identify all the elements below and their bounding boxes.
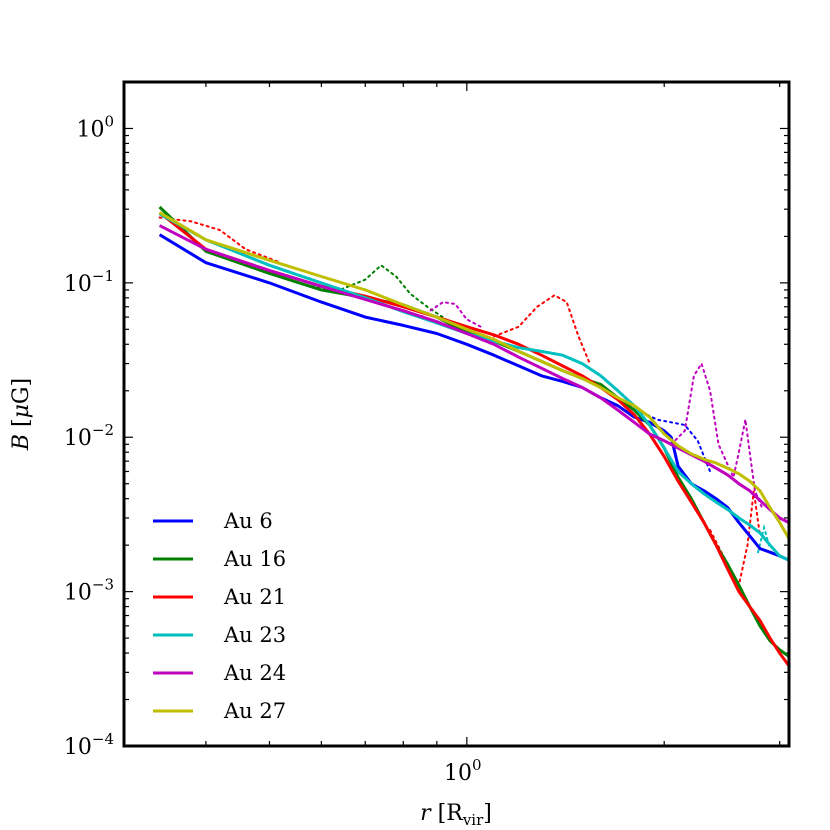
series-line	[158, 233, 789, 562]
legend-label: Au 21	[223, 585, 286, 609]
series-line	[158, 211, 789, 667]
legend-label: Au 6	[223, 509, 273, 533]
legend-label: Au 23	[223, 623, 286, 647]
dotted-series-line	[641, 411, 712, 473]
y-tick-label: 100	[76, 112, 114, 142]
legend-label: Au 27	[223, 699, 286, 723]
series-line	[158, 211, 789, 540]
dotted-series-line	[757, 523, 771, 554]
series-layer	[158, 205, 789, 667]
legend-label: Au 24	[223, 661, 286, 685]
y-axis-label: B [μG]	[9, 378, 34, 451]
y-tick-label: 10−3	[64, 576, 114, 606]
legend: Au 6 Au 16 Au 21 Au 23 Au 24 Au 27	[153, 509, 286, 723]
dotted-series-line	[158, 216, 591, 365]
plot-background	[124, 82, 789, 746]
axis-labels: r [Rvir] B [μG]	[9, 378, 492, 829]
dotted-series-line	[419, 301, 763, 509]
y-tick-label: 10−4	[64, 730, 114, 760]
y-tick-label: 10−1	[64, 267, 114, 297]
tick-labels: 100 10−1 10−2 10−3 10−4 100	[64, 112, 482, 786]
dotted-series-line	[310, 264, 448, 321]
y-tick-label: 10−2	[64, 421, 114, 451]
legend-label: Au 16	[223, 547, 286, 571]
series-line	[158, 224, 789, 524]
x-axis-label: r [Rvir]	[420, 801, 492, 829]
x-tick-label: 100	[444, 756, 482, 786]
plot-frame	[122, 80, 791, 748]
